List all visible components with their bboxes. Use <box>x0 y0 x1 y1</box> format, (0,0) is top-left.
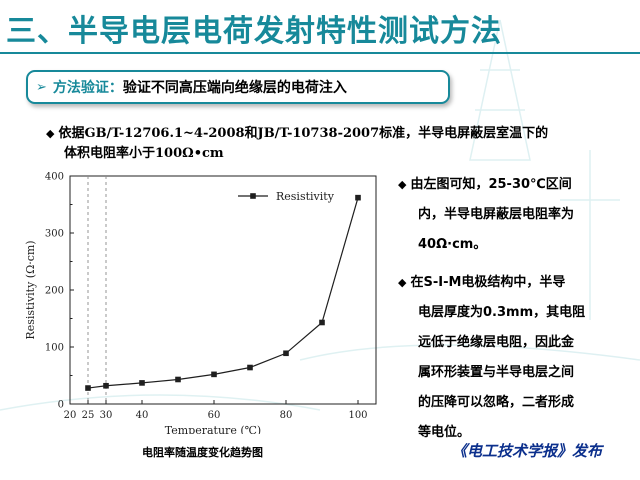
data-point <box>247 364 253 371</box>
y-tick-label: 0 <box>58 400 64 411</box>
standard-bullet-line2: 体积电阻率小于100Ω•cm <box>64 146 224 161</box>
publisher-credit: 《电工技术学报》发布 <box>452 442 603 460</box>
x-tick-label: 80 <box>280 410 293 421</box>
resistivity-chart: 20 25 30 40 60 80 100 0 100 200 300 400 Temperature … <box>24 172 377 434</box>
chart-caption: 电阻率随温度变化趋势图 <box>142 446 263 459</box>
y-tick-label: 100 <box>45 343 64 354</box>
standard-bullet: ◆ 依据GB/T-12706.1~4-2008和JB/T-10738-2007标准… <box>46 124 606 164</box>
method-verification-box: ➢ 方法验证： 验证不同高压端向绝缘层的电荷注入 <box>26 70 450 104</box>
data-point <box>211 371 217 378</box>
y-tick-label: 300 <box>45 229 64 240</box>
note-2-line: 在S-I-M电极结构中，半导 <box>410 275 566 290</box>
y-tick-label: 400 <box>45 172 64 183</box>
title-divider <box>0 52 640 54</box>
series-line <box>87 197 359 389</box>
note-2-line: 的压降可以忽略，二者形成 <box>418 395 575 410</box>
note-1-line: 内，半导电屏蔽层电阻率为 <box>418 207 575 222</box>
data-point <box>355 194 361 201</box>
right-triangle-arrow-icon: ➢ <box>36 79 47 95</box>
legend-label: Resistivity <box>276 190 335 203</box>
data-point <box>283 350 289 357</box>
note-1: ◆ 由左图可知，25-30℃区间 内，半导电屏蔽层电阻率为 40Ω·cm。 <box>398 170 626 260</box>
x-tick-label: 25 <box>82 410 95 421</box>
data-point <box>175 376 181 383</box>
note-1-line: 40Ω·cm。 <box>418 237 487 252</box>
method-label: 方法验证： <box>52 80 123 96</box>
right-notes: ◆ 由左图可知，25-30℃区间 内，半导电屏蔽层电阻率为 40Ω·cm。 ◆ 在S… <box>398 170 626 448</box>
note-2-line: 电层厚度为0.3mm，其电阻 <box>418 305 586 320</box>
note-2-line: 等电位。 <box>418 425 471 440</box>
data-point <box>85 385 91 391</box>
note-2-line: 属环形装置与半导电层之间 <box>418 365 575 380</box>
data-point <box>103 382 109 389</box>
x-tick-label: 20 <box>64 410 77 421</box>
diamond-bullet-icon: ◆ <box>398 178 407 191</box>
note-2: ◆ 在S-I-M电极结构中，半导 电层厚度为0.3mm，其电阻 远低于绝缘层电阻，… <box>398 268 626 448</box>
y-axis-title: Resistivity (Ω·cm) <box>24 240 37 339</box>
standard-bullet-line1: 依据GB/T-12706.1~4-2008和JB/T-10738-2007标准，… <box>58 126 549 141</box>
x-tick-label: 100 <box>348 410 367 421</box>
diamond-bullet-icon: ◆ <box>398 276 407 289</box>
data-point <box>139 380 145 386</box>
diamond-bullet-icon: ◆ <box>46 127 55 140</box>
x-tick-label: 60 <box>208 410 221 421</box>
method-text: 验证不同高压端向绝缘层的电荷注入 <box>122 80 347 96</box>
plot-frame <box>69 175 377 405</box>
data-point <box>319 319 325 326</box>
note-2-line: 远低于绝缘层电阻，因此金 <box>418 335 575 350</box>
slide-title: 三、半导电层电荷发射特性测试方法 <box>6 14 502 49</box>
x-tick-label: 40 <box>136 410 149 421</box>
x-axis-title: Temperature (℃) <box>165 424 261 434</box>
x-tick-label: 30 <box>100 410 113 421</box>
note-1-line: 由左图可知，25-30℃区间 <box>410 177 572 192</box>
title-bar: 三、半导电层电荷发射特性测试方法 <box>0 0 640 56</box>
legend-marker <box>250 193 256 199</box>
y-tick-label: 200 <box>45 286 64 297</box>
